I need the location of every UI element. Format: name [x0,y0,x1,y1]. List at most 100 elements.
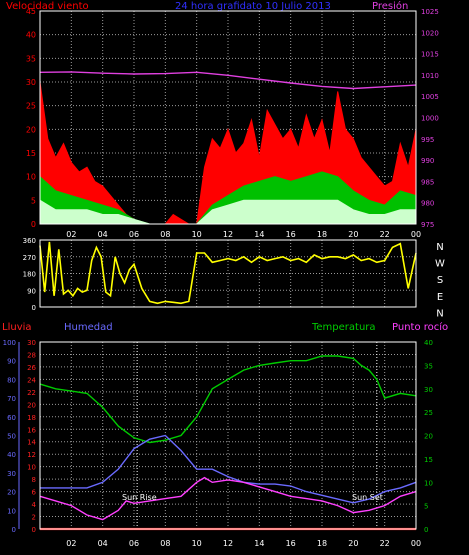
time-tick-label: 18 [317,539,327,548]
temperature-line [39,355,417,444]
rain-tick-label: 0 [32,526,36,534]
temperature-tick-label: 40 [424,339,433,347]
time-tick-label: 20 [348,539,358,548]
pressure-tick-label: 980 [421,200,434,208]
wind-pressure-frame [39,10,417,225]
pressure-tick-label: 985 [421,178,434,186]
chart-title: 24 hora grafidato 10 Julio 2013 [175,1,331,12]
time-tick-label: 08 [160,230,170,239]
humidity-temp-panel: Lluvia Humedad Temperatura Punto rocío 0… [2,321,448,548]
direction-grid [40,239,417,308]
dewpoint-label: Punto rocío [392,321,448,333]
time-tick-label: 10 [192,539,202,548]
rain-tick-label: 20 [27,401,36,409]
time-tick-label: 08 [160,539,170,548]
pressure-tick-label: 1025 [421,8,439,16]
wind-tick-label: 30 [26,78,36,87]
rain-tick-label: 6 [32,489,37,497]
time-tick-label: 06 [129,230,139,239]
pressure-tick-label: 1010 [421,72,439,80]
wind-time-axis: 02 04 06 08 10 12 14 16 18 20 22 00 [66,230,421,239]
humidity-time-axis: 02 04 06 08 10 12 14 16 18 20 22 00 [66,539,421,548]
temperature-tick-label: 0 [424,526,428,534]
direction-tick-label: 0 [32,304,36,312]
time-tick-label: 02 [66,230,76,239]
compass-label: W [435,259,445,270]
humidity-tick-label: 100 [3,339,16,347]
compass-label: N [436,308,443,319]
direction-axis: 0 90 180 270 360 [23,237,36,312]
humidity-tick-label: 90 [7,358,16,366]
dewpoint-line [39,476,417,521]
time-tick-label: 10 [192,230,202,239]
direction-tick-label: 360 [23,237,36,245]
time-tick-label: 12 [223,230,233,239]
direction-tick-label: 180 [23,271,36,279]
temperature-tick-label: 15 [424,456,433,464]
temperature-tick-label: 30 [424,386,433,394]
pressure-tick-label: 990 [421,157,434,165]
humidity-label: Humedad [64,322,113,333]
humidity-tick-label: 50 [7,433,16,441]
wind-tick-label: 40 [26,31,36,40]
wind-speed-label: Velocidad viento [6,1,89,12]
direction-tick-label: 270 [23,254,36,262]
pressure-axis: 975 980 985 990 995 1000 1005 1010 1015 1020 1025 [421,8,439,229]
time-tick-label: 04 [98,539,108,548]
pressure-tick-label: 995 [421,136,434,144]
wind-tick-label: 15 [26,149,36,158]
direction-frame [39,239,417,308]
wind-tick-label: 45 [26,7,36,16]
compass-label: N [436,242,443,253]
rain-tick-label: 22 [27,389,36,397]
humidity-tick-label: 20 [7,489,16,497]
compass-label: S [437,275,443,286]
time-tick-label: 22 [380,230,390,239]
sunset-label: Sun Set [352,493,383,502]
humidity-tick-label: 60 [7,414,16,422]
wind-tick-label: 10 [26,173,36,182]
rain-tick-label: 2 [32,514,36,522]
rain-tick-label: 26 [27,364,36,372]
humidity-temp-frame [39,341,417,530]
humidity-tick-label: 0 [12,526,16,534]
rain-tick-label: 28 [27,351,36,359]
rain-tick-label: 16 [27,426,36,434]
time-tick-label: 06 [129,539,139,548]
pressure-tick-label: 1015 [421,51,439,59]
time-tick-label: 22 [380,539,390,548]
temperature-tick-label: 5 [424,503,428,511]
humidity-line [40,434,417,504]
humidity-axis: 0 10 20 30 40 50 60 70 80 90 100 [3,339,16,534]
sunrise-label: Sun Rise [122,493,157,502]
wind-tick-label: 5 [31,196,36,205]
rain-tick-label: 10 [27,464,36,472]
rain-tick-label: 4 [32,501,37,509]
wind-tick-label: 0 [31,220,36,229]
time-tick-label: 00 [411,539,421,548]
pressure-tick-label: 1005 [421,93,439,101]
wind-speed-axis: 0 5 10 15 20 25 30 35 40 45 [26,7,36,229]
time-tick-label: 18 [317,230,327,239]
rain-tick-label: 24 [27,376,36,384]
wind-tick-label: 35 [26,54,36,63]
wind-tick-label: 25 [26,102,36,111]
temperature-axis: 0 5 10 15 20 25 30 35 40 [424,339,433,534]
temperature-tick-label: 10 [424,479,433,487]
direction-data [39,241,417,305]
rain-tick-label: 14 [27,439,36,447]
wind-pressure-panel: Velocidad viento 24 hora grafidato 10 Ju… [6,0,439,239]
time-tick-label: 20 [348,230,358,239]
wind-direction-line [39,241,417,305]
rain-tick-label: 30 [27,339,36,347]
time-tick-label: 16 [286,230,296,239]
temperature-tick-label: 35 [424,362,433,370]
rain-tick-label: 18 [27,414,36,422]
humidity-tick-label: 80 [7,376,16,384]
rain-tick-label: 12 [27,451,36,459]
time-tick-label: 00 [411,230,421,239]
